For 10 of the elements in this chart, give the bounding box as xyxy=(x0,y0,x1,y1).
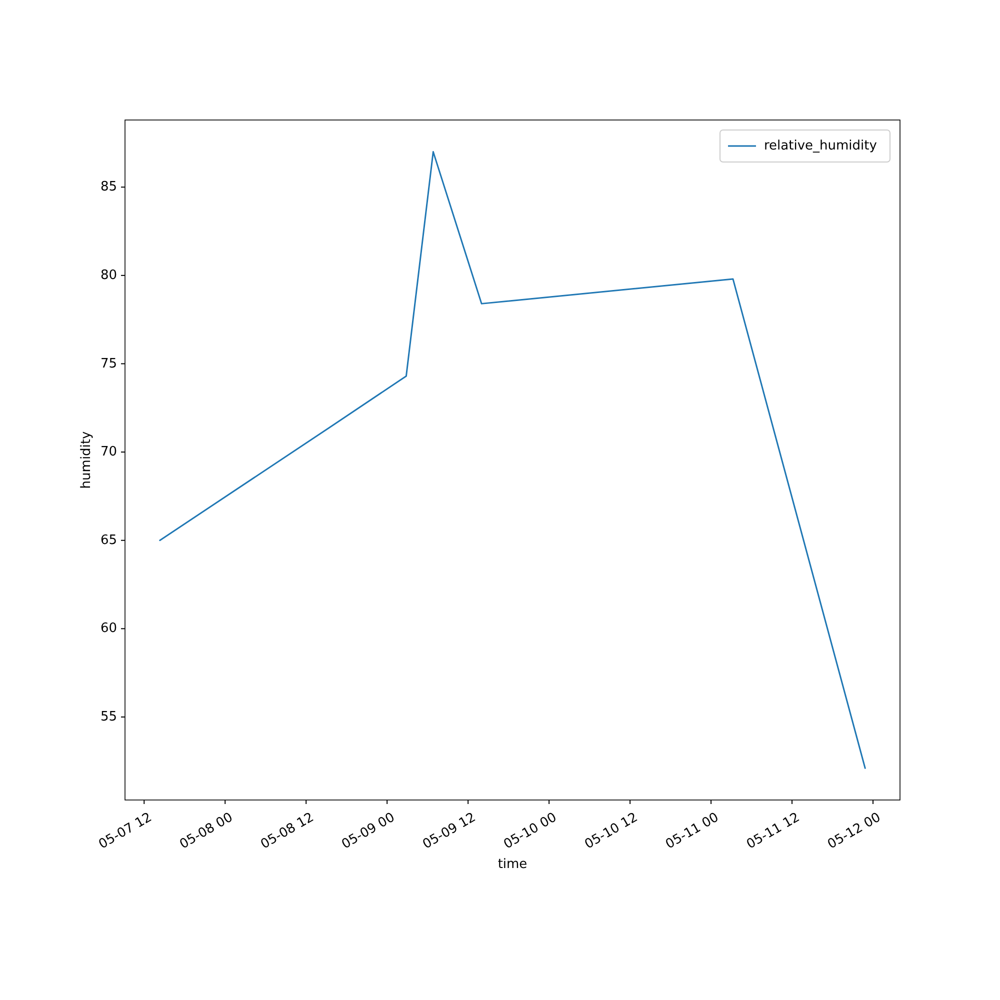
legend-label: relative_humidity xyxy=(764,138,878,154)
y-axis-title: humidity xyxy=(79,430,94,489)
y-tick-label: 55 xyxy=(100,710,117,725)
y-tick-label: 75 xyxy=(100,356,117,372)
x-axis-title: time xyxy=(498,857,528,872)
y-tick-label: 80 xyxy=(100,268,117,283)
y-tick-label: 65 xyxy=(100,532,117,548)
y-tick-label: 70 xyxy=(100,444,117,460)
y-tick-label: 85 xyxy=(100,180,117,195)
y-tick-label: 60 xyxy=(100,621,117,636)
